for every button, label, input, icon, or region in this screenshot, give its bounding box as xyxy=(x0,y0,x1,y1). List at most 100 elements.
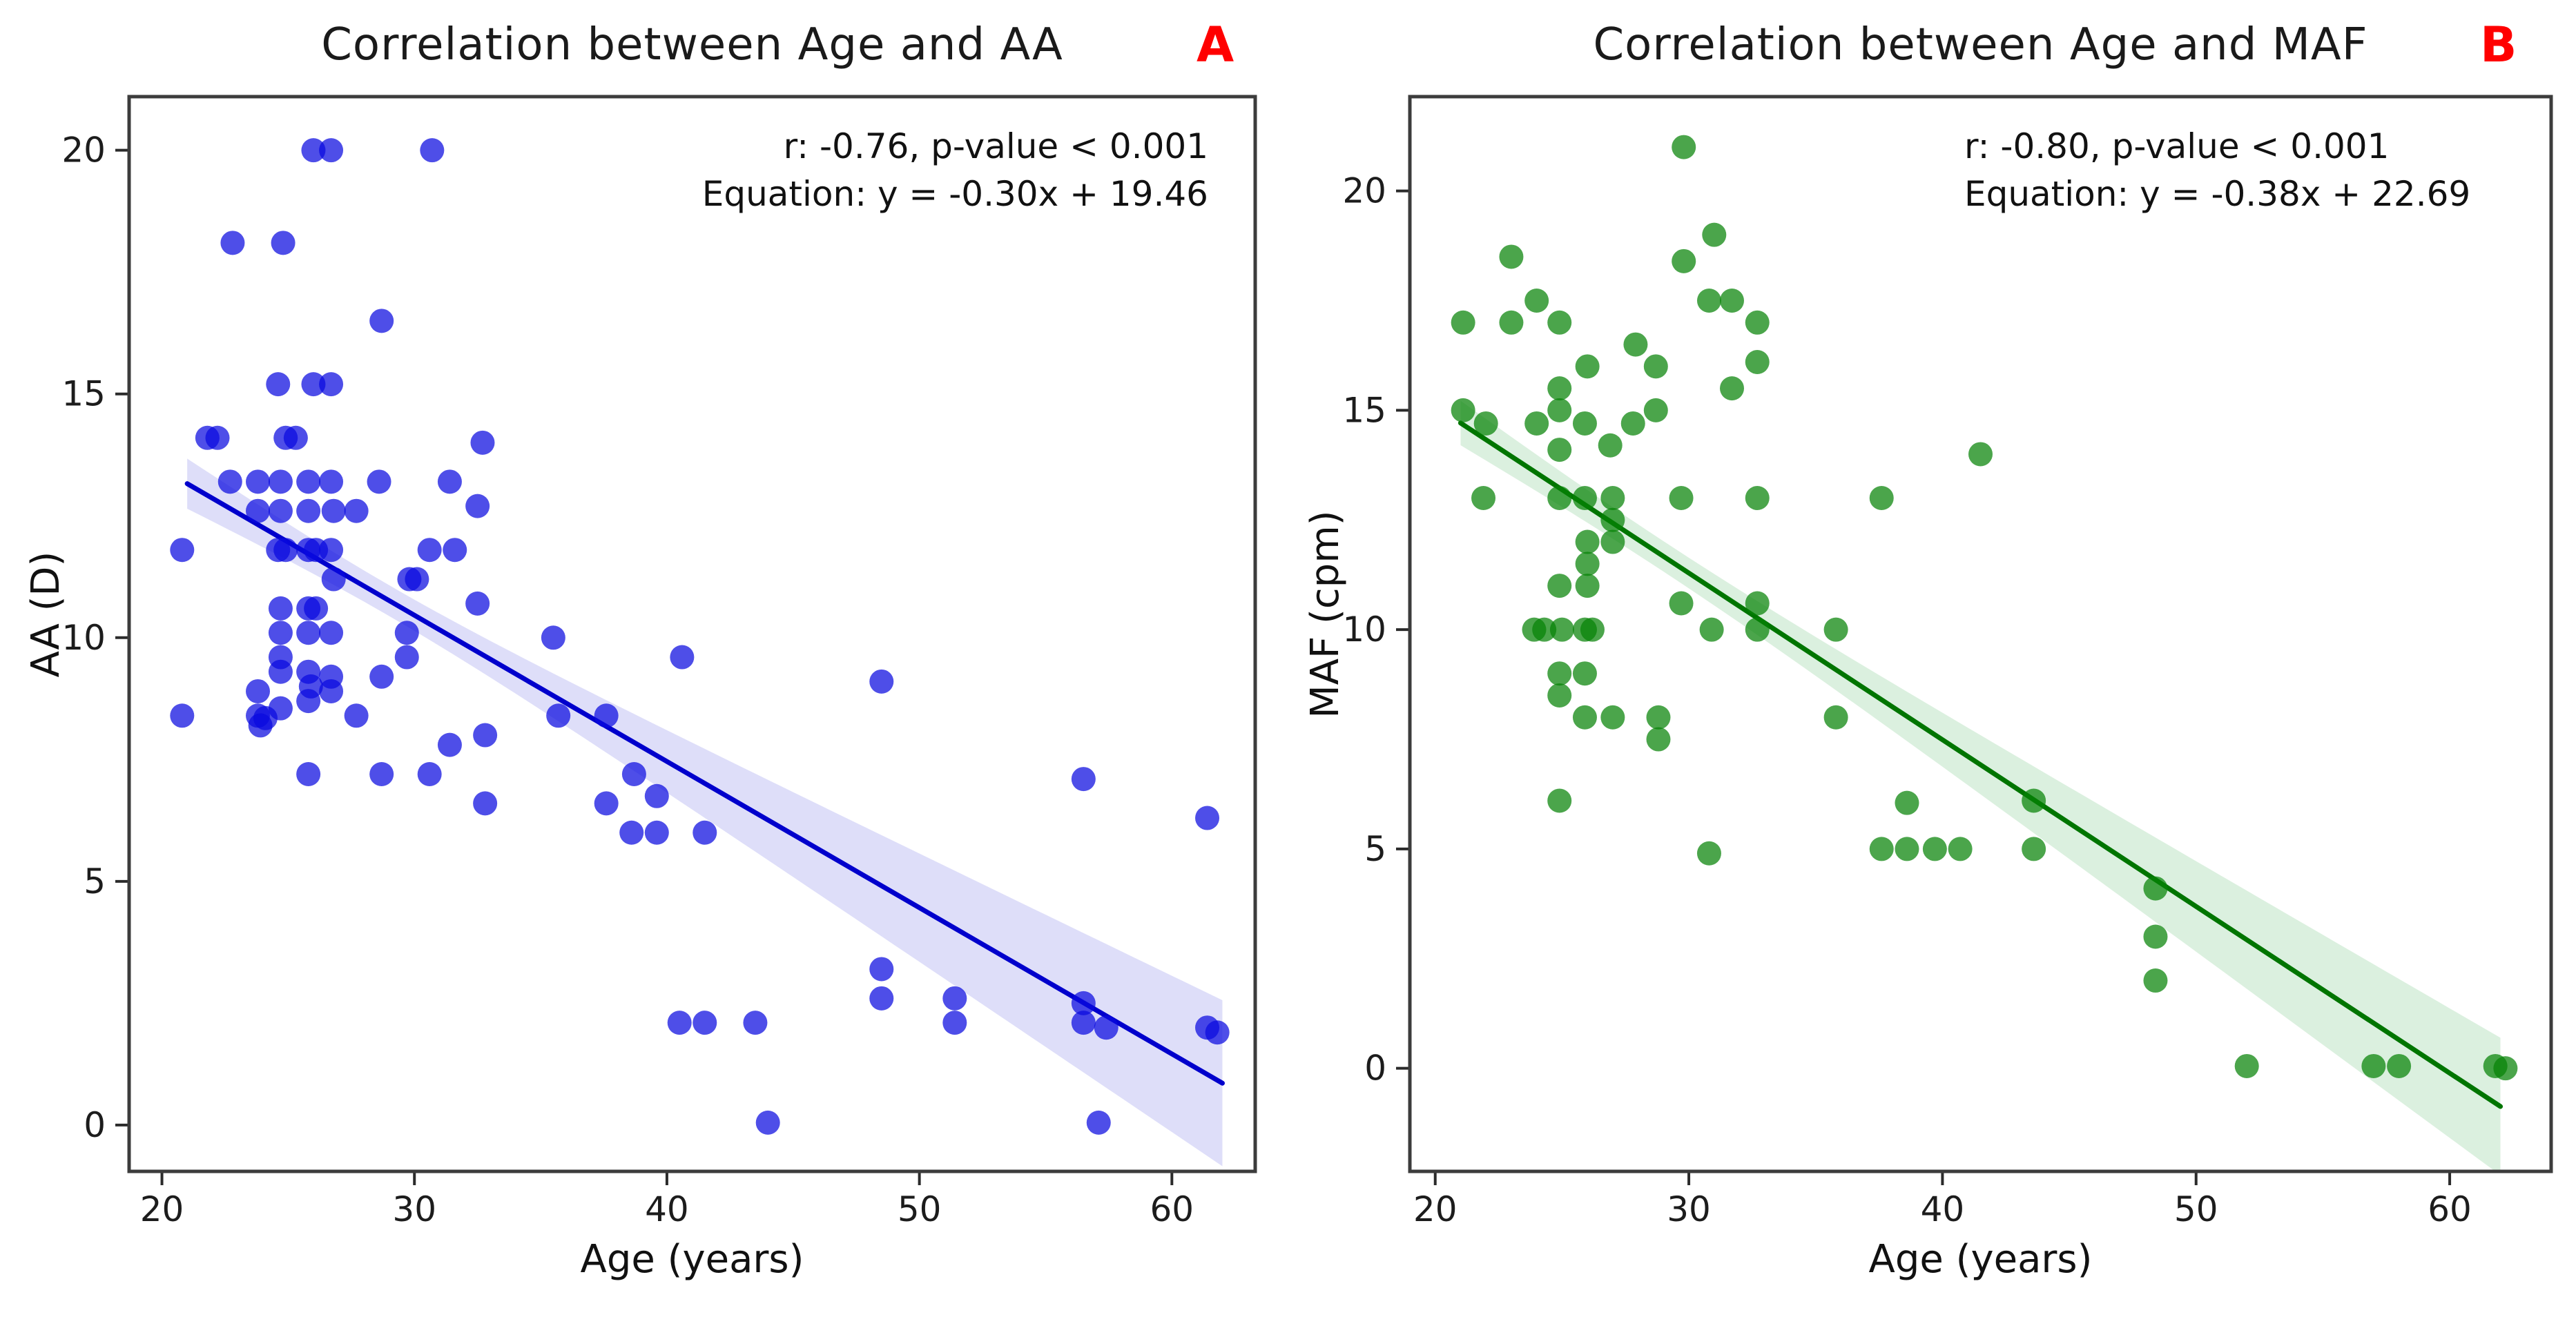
panel-b-y-axis-label: MAF (cpm) xyxy=(1303,510,1348,719)
scatter-point xyxy=(2361,1053,2386,1078)
scatter-point xyxy=(394,645,419,670)
scatter-point xyxy=(1071,1011,1096,1035)
y-tick-label: 0 xyxy=(1364,1049,1386,1089)
scatter-point xyxy=(1745,349,1770,374)
scatter-point xyxy=(1823,705,1848,730)
scatter-point xyxy=(1071,767,1096,792)
scatter-point xyxy=(1895,837,1919,861)
scatter-point xyxy=(1547,438,1572,462)
scatter-point xyxy=(2493,1056,2518,1081)
scatter-point xyxy=(1702,222,1727,247)
scatter-point xyxy=(266,372,291,397)
panel-b-stats-text: r: -0.80, p-value < 0.001 xyxy=(1964,126,2390,166)
scatter-point xyxy=(1451,398,1475,422)
scatter-point xyxy=(437,732,462,757)
scatter-point xyxy=(869,986,894,1011)
scatter-point xyxy=(1643,398,1668,422)
scatter-point xyxy=(869,957,894,982)
scatter-point xyxy=(319,469,344,494)
scatter-point xyxy=(1696,289,1721,313)
scatter-point xyxy=(1720,289,1745,313)
scatter-point xyxy=(942,986,967,1011)
scatter-point xyxy=(1600,529,1625,554)
scatter-point xyxy=(1669,591,1694,616)
y-tick-label: 15 xyxy=(1342,390,1386,430)
panel-a-letter: A xyxy=(1197,17,1234,73)
scatter-point xyxy=(473,791,498,816)
scatter-point xyxy=(319,372,344,397)
scatter-point xyxy=(405,567,429,592)
scatter-point xyxy=(369,762,394,787)
scatter-point xyxy=(1547,788,1572,813)
scatter-point xyxy=(1572,705,1597,730)
scatter-point xyxy=(1547,485,1572,510)
scatter-point xyxy=(869,669,894,694)
scatter-point xyxy=(1532,617,1557,642)
scatter-point xyxy=(1823,617,1848,642)
scatter-point xyxy=(273,538,298,563)
scatter-point xyxy=(1547,574,1572,598)
y-tick-label: 20 xyxy=(1342,171,1386,211)
scatter-point xyxy=(369,309,394,333)
scatter-point xyxy=(268,659,293,684)
scatter-point xyxy=(319,538,344,563)
scatter-point xyxy=(319,621,344,645)
scatter-point xyxy=(1547,310,1572,335)
scatter-point xyxy=(465,591,490,616)
y-tick-label: 20 xyxy=(61,130,106,170)
scatter-point xyxy=(268,498,293,523)
scatter-point xyxy=(2022,837,2046,861)
scatter-point xyxy=(1575,574,1600,598)
scatter-point xyxy=(1575,354,1600,379)
x-tick-label: 40 xyxy=(645,1189,689,1229)
scatter-point xyxy=(2387,1053,2412,1078)
panel-b-letter: B xyxy=(2480,17,2517,73)
scatter-point xyxy=(1669,485,1694,510)
scatter-point xyxy=(1745,485,1770,510)
scatter-point xyxy=(1572,485,1597,510)
scatter-point xyxy=(417,762,442,787)
scatter-point xyxy=(1094,1015,1118,1040)
scatter-point xyxy=(2143,968,2168,993)
scatter-point xyxy=(1205,1020,1230,1045)
panel-a-y-axis-label: AA (D) xyxy=(23,551,68,678)
scatter-point xyxy=(1572,661,1597,686)
scatter-point xyxy=(301,372,326,397)
scatter-point xyxy=(1547,398,1572,422)
scatter-point xyxy=(1600,705,1625,730)
axes-box xyxy=(127,95,1257,1173)
panel-b-annotation: r: -0.80, p-value < 0.001 Equation: y = … xyxy=(1964,123,2503,218)
scatter-point xyxy=(1598,433,1623,458)
scatter-point xyxy=(1547,661,1572,686)
scatter-point xyxy=(1699,617,1724,642)
panel-a-equation-text: Equation: y = -0.30x + 19.46 xyxy=(701,174,1208,214)
scatter-point xyxy=(693,1011,717,1035)
scatter-point xyxy=(1499,310,1524,335)
scatter-point xyxy=(2022,788,2046,813)
scatter-point xyxy=(246,679,271,703)
scatter-point xyxy=(670,645,695,670)
scatter-point xyxy=(296,689,321,714)
panel-b-equation-text: Equation: y = -0.38x + 22.69 xyxy=(1964,174,2471,214)
scatter-point xyxy=(755,1110,780,1135)
scatter-point xyxy=(619,820,644,845)
scatter-point xyxy=(1922,837,1947,861)
y-tick-label: 5 xyxy=(84,861,106,901)
scatter-point xyxy=(1620,411,1645,436)
panel-a-plot: 20 30 40 50 60 0 5 10 15 20 xyxy=(61,95,1257,1229)
scatter-point xyxy=(170,538,195,563)
scatter-point xyxy=(1195,806,1220,830)
scatter-point xyxy=(1451,310,1475,335)
x-tick-label: 30 xyxy=(392,1189,436,1229)
x-tick-label: 20 xyxy=(140,1189,184,1229)
scatter-point xyxy=(296,621,321,645)
scatter-point xyxy=(268,596,293,621)
scatter-point xyxy=(1575,529,1600,554)
x-tick-label: 60 xyxy=(1150,1189,1194,1229)
panel-b-plot: 20 30 40 50 60 0 5 10 15 20 xyxy=(1342,95,2553,1229)
y-tick-label: 10 xyxy=(1342,610,1386,650)
scatter-point xyxy=(321,567,346,592)
confidence-band xyxy=(187,458,1223,1167)
scatter-point xyxy=(743,1011,768,1035)
